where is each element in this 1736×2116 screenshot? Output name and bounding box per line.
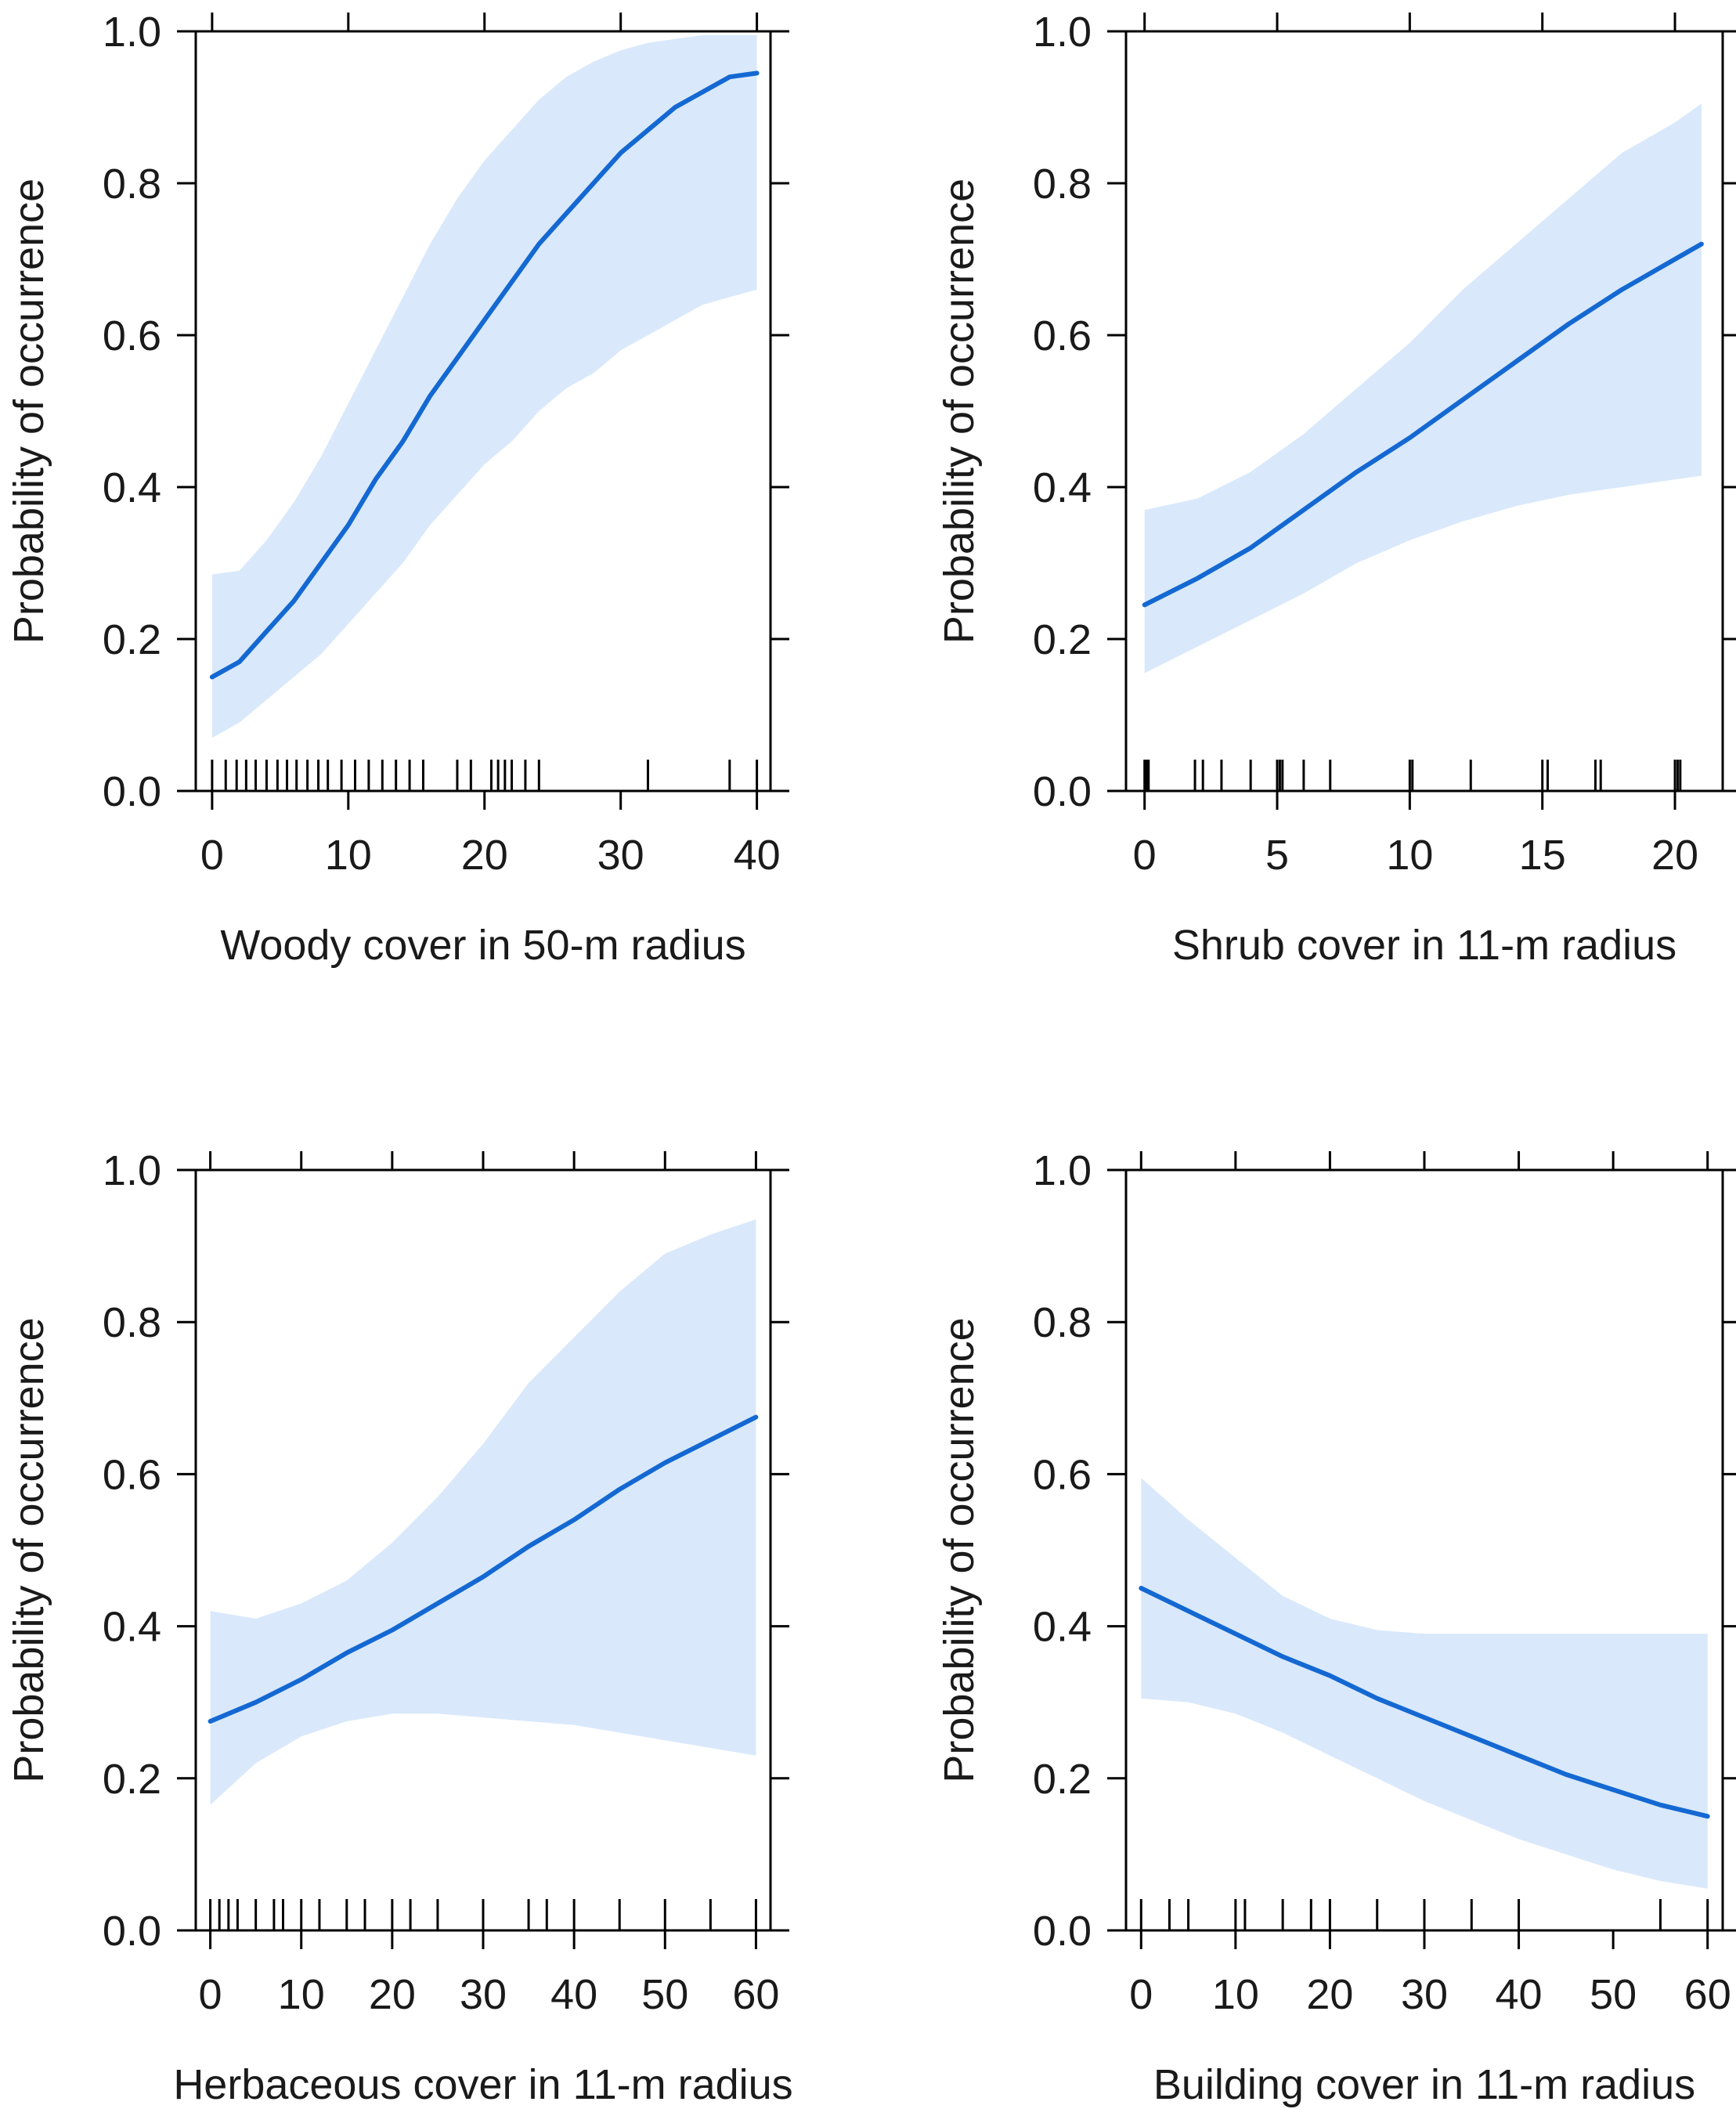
shrub-x-tick-label: 20 (1651, 832, 1698, 879)
shrub-confidence-band (1144, 103, 1702, 673)
panel-woody: 0 10 20 30 40 0.0 0.2 0.4 0.6 0.8 1.0 Woody cover i… (5, 9, 789, 969)
shrub-y-tick-label: 1.0 (1033, 9, 1092, 56)
shrub-x-tick-label: 0 (1133, 832, 1157, 879)
building-x-axis-title: Building cover in 11-m radius (1153, 2061, 1695, 2108)
shrub-x-axis-title: Shrub cover in 11-m radius (1172, 922, 1676, 969)
woody-fit-line (209, 70, 760, 680)
building-fit-line (1139, 1586, 1710, 1819)
herbaceous-x-axis-title: Herbaceous cover in 11-m radius (173, 2061, 792, 2108)
herbaceous-y-axis-title: Probability of occurrence (5, 1317, 52, 1782)
woody-y-tick-label: 0.4 (103, 464, 161, 511)
herbaceous-fit-line (208, 1414, 759, 1724)
woody-y-axis-title: Probability of occurrence (5, 179, 52, 644)
herbaceous-x-tick-label: 60 (732, 1971, 779, 2018)
shrub-y-tick-label: 0.8 (1033, 161, 1092, 208)
herbaceous-x-tick-label: 20 (369, 1971, 416, 2018)
building-x-tick-label: 50 (1590, 1971, 1637, 2018)
herbaceous-y-tick-label: 0.4 (103, 1604, 161, 1651)
building-y-tick-label: 0.8 (1033, 1299, 1092, 1346)
herbaceous-y-tick-label: 1.0 (103, 1147, 161, 1194)
building-y-tick-label: 1.0 (1033, 1147, 1092, 1194)
building-x-tick-label: 0 (1129, 1971, 1153, 2018)
shrub-x-tick-label: 10 (1386, 832, 1433, 879)
herbaceous-confidence-band (210, 1219, 756, 1805)
woody-y-tick-label: 0.6 (103, 312, 161, 359)
herbaceous-x-tick-label: 50 (641, 1971, 688, 2018)
shrub-y-tick-label: 0.0 (1033, 768, 1092, 815)
building-y-tick-label: 0.4 (1033, 1604, 1092, 1651)
herbaceous-x-tick-label: 40 (550, 1971, 597, 2018)
building-x-tick-label: 60 (1684, 1971, 1731, 2018)
herbaceous-y-tick-label: 0.6 (103, 1451, 161, 1498)
herbaceous-y-tick-label: 0.0 (103, 1908, 161, 1955)
panel-building: 0 10 20 30 40 50 60 0.0 0.2 0.4 0.6 0.8 1.0 Building … (936, 1147, 1736, 2108)
shrub-y-tick-label: 0.2 (1033, 616, 1092, 663)
building-y-tick-label: 0.0 (1033, 1908, 1092, 1955)
woody-x-tick-label: 10 (325, 832, 372, 879)
building-y-tick-label: 0.6 (1033, 1451, 1092, 1498)
herbaceous-y-tick-label: 0.8 (103, 1299, 161, 1346)
building-x-tick-label: 40 (1496, 1971, 1543, 2018)
building-x-tick-label: 10 (1212, 1971, 1259, 2018)
panel-herbaceous: 0 10 20 30 40 50 60 0.0 0.2 0.4 0.6 0.8 1.0 Herbaceou… (5, 1147, 793, 2108)
woody-x-tick-label: 40 (734, 832, 781, 879)
woody-y-tick-label: 0.2 (103, 616, 161, 663)
woody-plot-frame (194, 30, 772, 793)
building-x-tick-label: 20 (1306, 1971, 1353, 2018)
building-confidence-band (1141, 1478, 1708, 1889)
shrub-x-tick-label: 5 (1265, 832, 1289, 879)
building-x-tick-label: 30 (1401, 1971, 1448, 2018)
shrub-y-tick-label: 0.6 (1033, 312, 1092, 359)
shrub-x-tick-label: 15 (1519, 832, 1566, 879)
woody-confidence-band (211, 34, 757, 738)
woody-x-axis-title: Woody cover in 50-m radius (220, 922, 745, 969)
shrub-fit-line (1142, 241, 1704, 608)
panel-shrub: 0 5 10 15 20 0.0 0.2 0.4 0.6 0.8 1.0 Shrub cover in… (936, 9, 1736, 969)
woody-y-tick-label: 0.8 (103, 161, 161, 208)
herbaceous-x-tick-label: 10 (278, 1971, 325, 2018)
herbaceous-y-tick-label: 0.2 (103, 1756, 161, 1803)
herbaceous-x-tick-label: 0 (199, 1971, 222, 2018)
woody-y-tick-label: 1.0 (103, 9, 161, 56)
shrub-y-axis-title: Probability of occurrence (936, 179, 983, 644)
woody-x-tick-label: 20 (461, 832, 508, 879)
woody-x-tick-label: 0 (200, 832, 224, 879)
woody-x-tick-label: 30 (597, 832, 644, 879)
shrub-plot-frame (1124, 30, 1724, 793)
shrub-y-tick-label: 0.4 (1033, 464, 1092, 511)
woody-y-tick-label: 0.0 (103, 768, 161, 815)
building-y-axis-title: Probability of occurrence (936, 1317, 983, 1782)
building-y-tick-label: 0.2 (1033, 1756, 1092, 1803)
herbaceous-x-tick-label: 30 (460, 1971, 507, 2018)
